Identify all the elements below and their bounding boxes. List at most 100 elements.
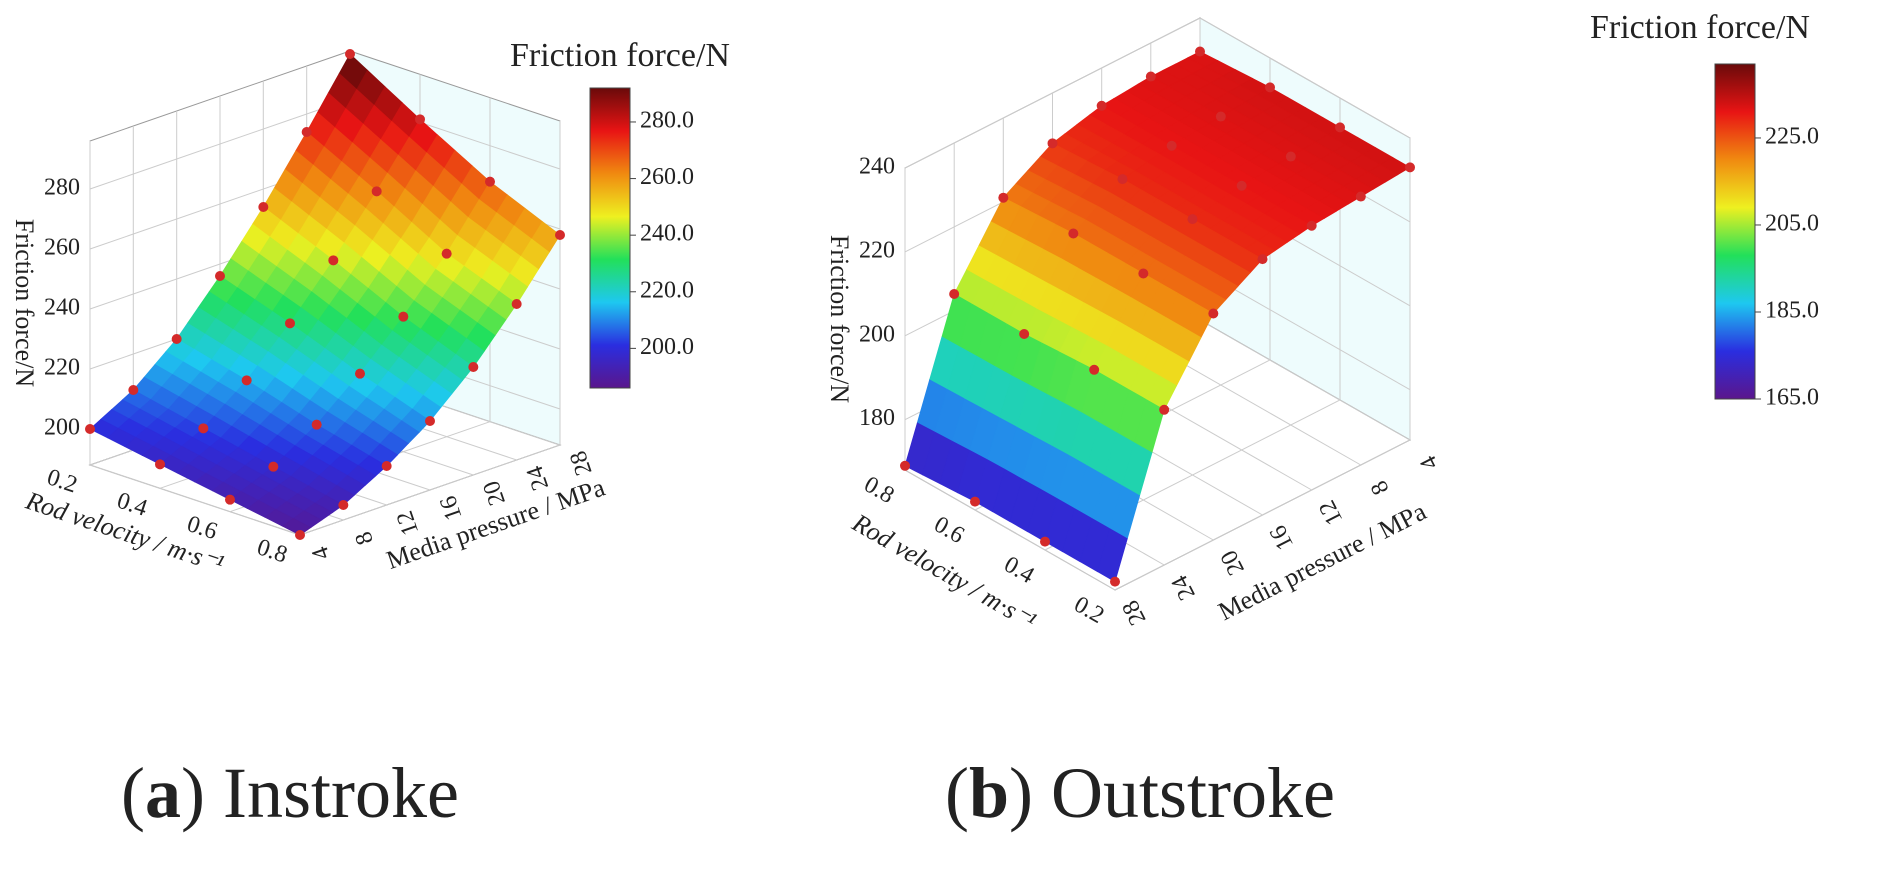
colorbar-tick-label: 240.0 [640,221,694,247]
data-point [128,385,139,395]
z-tick-label: 220 [859,237,895,263]
data-point [1040,536,1050,547]
x-tick-label: 0.8 [254,534,291,568]
caption-part: ) Outstroke [1009,753,1335,833]
colorbar-tick-label: 225.0 [1765,123,1819,149]
colorbar-tick-label: 185.0 [1765,297,1819,323]
data-point [1089,364,1100,375]
colorbar-tick-label: 205.0 [1765,210,1819,236]
data-point [285,318,295,329]
data-point [1335,122,1345,133]
data-point [468,362,479,372]
data-point [198,423,209,434]
x-tick-label: 0.8 [860,472,899,509]
caption: (b) Outstroke [945,753,1335,833]
z-tick-label: 220 [44,355,80,381]
data-point [1110,576,1120,587]
x-tick-label: 0.4 [1000,552,1039,589]
data-point [1236,180,1247,191]
data-point [225,494,235,505]
data-point [1285,151,1296,162]
data-point [415,114,425,125]
data-point [949,289,960,299]
data-point [998,192,1009,203]
data-point [328,255,339,266]
data-point [1405,162,1415,173]
data-point [1306,220,1317,231]
z-tick-label: 200 [859,321,895,347]
colorbar-title: Friction force/N [510,37,730,74]
data-point [295,530,305,540]
y-tick-label: 8 [1366,476,1395,498]
data-point [215,271,225,281]
chart: 0.20.40.60.8481216202428180200220240Rod … [825,9,1819,833]
surface-patch [1097,528,1128,583]
data-point [1195,46,1205,57]
caption-part: b [969,753,1009,833]
data-point [441,248,452,259]
z-tick-label: 280 [44,175,80,201]
data-point [1166,140,1177,151]
y-tick-label: 8 [350,528,379,548]
data-point [1145,71,1156,82]
y-tick-label: 20 [1216,546,1250,579]
data-point [398,311,409,322]
data-point [258,202,269,212]
data-point [338,500,349,510]
data-point [900,460,910,471]
data-point [555,230,565,240]
z-tick-label: 180 [859,405,895,431]
y-tick-label: 24 [1167,571,1201,604]
data-point [1355,191,1366,202]
data-point [1019,329,1030,339]
data-point [1047,138,1058,149]
colorbar-tick-label: 220.0 [640,277,694,303]
data-point [511,299,522,309]
caption-part: ) Instroke [181,753,459,833]
caption: (a) Instroke [121,753,459,833]
z-tick-label: 240 [859,154,895,180]
data-point [355,368,365,379]
caption-part: ( [945,753,969,833]
data-point [371,186,382,197]
data-point [1068,228,1079,239]
data-point [301,127,312,137]
colorbar-title: Friction force/N [1590,9,1810,46]
data-point [1187,214,1198,225]
y-tick-label: 28 [1117,596,1151,629]
data-point [241,375,252,386]
z-tick-label: 240 [44,295,80,321]
data-point [268,461,279,472]
surface-patch [281,518,312,536]
data-point [425,416,435,426]
data-point [1257,254,1268,265]
y-tick-label: 4 [1415,451,1444,473]
colorbar [589,87,631,389]
colorbar-tick-label: 280.0 [640,107,694,133]
colorbar-tick-label: 165.0 [1765,385,1819,411]
data-point [1208,308,1219,319]
data-point [155,459,165,470]
chart: 0.20.40.60.8 48 12 16 20 24 28200220240260280R… [10,37,730,833]
data-point [171,334,182,344]
colorbar [1714,63,1756,400]
caption-part: a [145,753,181,833]
y-tick-label: 16 [1265,521,1299,554]
caption-part: ( [121,753,145,833]
data-point [1096,100,1107,111]
data-point [970,496,980,507]
data-point [311,419,322,430]
grid-line [299,121,561,536]
z-tick-label: 260 [44,235,80,261]
data-point [1138,268,1149,279]
data-point [1215,111,1226,122]
data-point [1159,404,1170,415]
colorbar-tick-label: 200.0 [640,334,694,360]
colorbar-tick-label: 260.0 [640,164,694,190]
data-point [85,424,95,434]
data-point [1265,82,1275,93]
grid-line [1114,138,1411,591]
data-point [1117,174,1128,185]
data-point [345,49,355,59]
